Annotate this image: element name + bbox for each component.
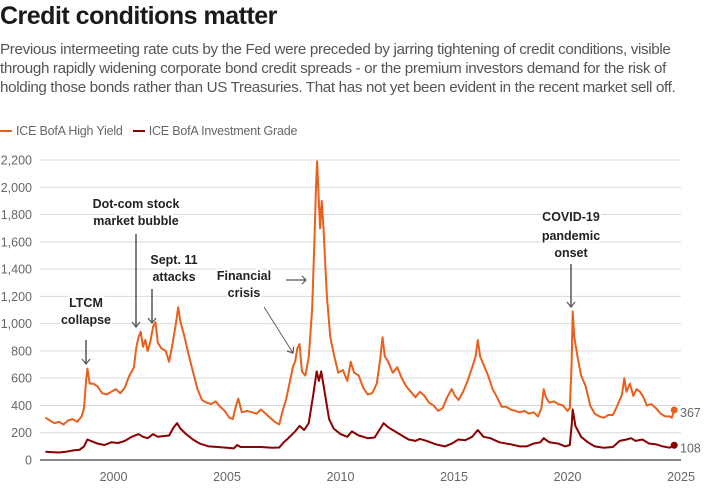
annotation: Sept. 11 attacks	[147, 251, 200, 324]
annotation-label: market bubble	[93, 214, 178, 228]
y-tick-label: 1,800	[1, 208, 32, 222]
y-tick-label: 1,400	[1, 263, 32, 277]
annotation: Dot-com stock market bubble	[91, 195, 181, 328]
x-tick-label: 2025	[667, 470, 695, 484]
annotation-label: Sept. 11	[150, 253, 197, 267]
annotation-arrow-secondary	[286, 275, 307, 285]
x-tick-label: 2010	[327, 470, 355, 484]
end-labels: 367 108	[670, 406, 701, 455]
legend-item-high-yield: ICE BofA High Yield	[0, 124, 123, 138]
y-tick-label: 0	[25, 454, 32, 468]
arrow-head-icon	[301, 275, 307, 285]
legend-item-investment-grade: ICE BofA Investment Grade	[132, 124, 298, 138]
arrow-head-icon	[131, 321, 141, 328]
annotation: LTCM collapse	[59, 294, 113, 365]
arrow-head-icon	[566, 301, 576, 308]
y-tick-label: 1,600	[1, 235, 32, 249]
series-line-investment-grade	[45, 370, 675, 454]
annotation: Financial crisis	[215, 267, 295, 354]
y-tick-label: 400	[11, 399, 32, 413]
annotation-label: collapse	[61, 313, 111, 327]
end-point-marker	[670, 406, 678, 414]
x-tick-label: 2015	[440, 470, 468, 484]
series-line-high-yield	[44, 160, 676, 426]
end-point-marker	[670, 441, 678, 449]
end-value-label: 367	[680, 406, 701, 420]
y-tick-label: 2,200	[1, 154, 32, 168]
x-axis-ticks: 2000 2005 2010 2015 2020 2025	[100, 470, 695, 484]
y-axis-ticks: 0 200 400 600 800 1,000 1,200 1,400 1,600 1,800 2,…	[1, 154, 32, 468]
annotation-label: LTCM	[69, 296, 103, 310]
arrow-head-icon	[81, 358, 91, 365]
x-tick-label: 2020	[554, 470, 582, 484]
gridlines	[40, 159, 681, 461]
x-tick-label: 2000	[100, 470, 128, 484]
y-tick-label: 1,200	[1, 290, 32, 304]
annotation-label: pandemic	[542, 229, 600, 243]
annotation-label: onset	[554, 246, 588, 260]
annotation-label: attacks	[152, 270, 195, 284]
annotations: LTCM collapse Dot-com stock market bubble Se…	[59, 195, 602, 365]
annotation-label: crisis	[228, 286, 261, 300]
annotation-arrow	[263, 306, 294, 354]
legend-label-high-yield: ICE BofA High Yield	[16, 124, 123, 138]
annotation-label: Dot-com stock	[93, 197, 180, 211]
annotation-label: COVID-19	[542, 210, 600, 224]
x-tick-label: 2005	[213, 470, 241, 484]
legend-label-investment-grade: ICE BofA Investment Grade	[148, 124, 298, 138]
y-tick-label: 2,000	[1, 181, 32, 195]
y-tick-label: 200	[11, 426, 32, 440]
arrow-head-icon	[286, 346, 295, 354]
series-lines	[44, 160, 676, 454]
legend: ICE BofA High Yield ICE BofA Investment …	[0, 122, 307, 140]
chart-subtitle: Previous intermeeting rate cuts by the F…	[0, 41, 676, 96]
y-tick-label: 1,000	[1, 317, 32, 331]
arrow-head-icon	[147, 317, 157, 324]
chart-title: Credit conditions matter	[0, 2, 277, 30]
y-tick-label: 600	[11, 372, 32, 386]
legend-swatch-high-yield	[0, 130, 12, 132]
legend-swatch-investment-grade	[132, 130, 145, 132]
annotation-label: Financial	[217, 269, 271, 283]
y-tick-label: 800	[11, 344, 32, 358]
end-value-label: 108	[680, 441, 701, 455]
annotation: COVID-19 pandemic onset	[540, 208, 602, 308]
